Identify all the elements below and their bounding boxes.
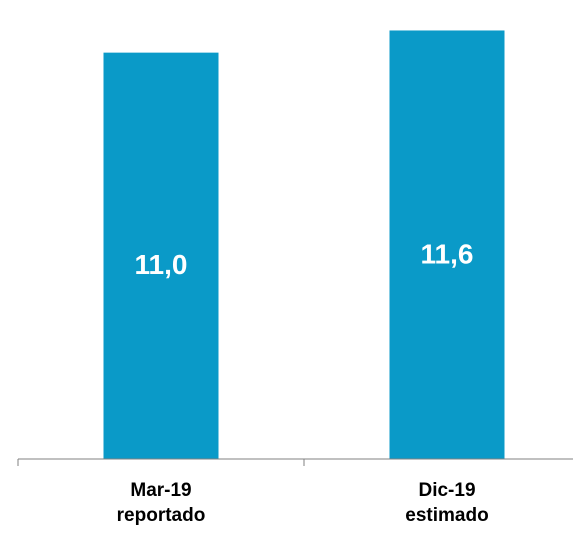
x-axis — [17, 458, 573, 466]
bars-layer — [103, 30, 505, 460]
data-label-0: 11,0 — [135, 249, 188, 280]
data-label-1: 11,6 — [421, 238, 474, 269]
bar-0 — [103, 52, 219, 460]
data-labels-layer: 11,0 11,6 — [135, 238, 474, 280]
x-tick-label-1-line-1: estimado — [405, 505, 488, 526]
x-tick-labels: Mar-19 reportado Dic-19 estimado — [117, 480, 489, 526]
x-tick-label-1-line-0: Dic-19 — [418, 480, 475, 501]
x-tick-label-0-line-0: Mar-19 — [130, 480, 191, 501]
bar-1 — [389, 30, 505, 460]
x-tick-label-0-line-1: reportado — [117, 505, 206, 526]
